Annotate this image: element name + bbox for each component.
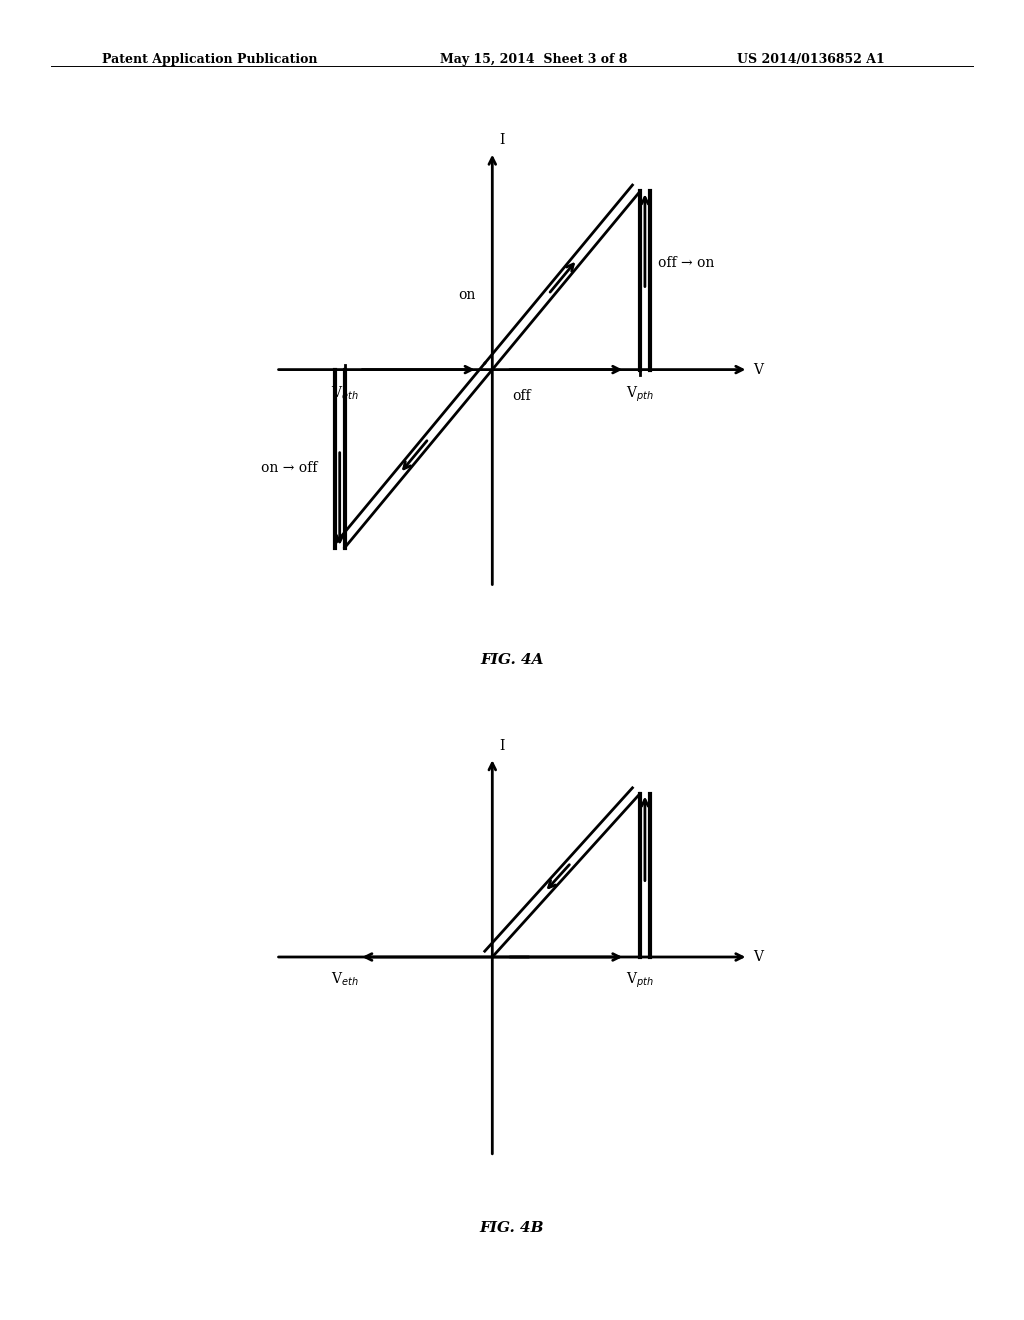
Text: I: I [500,133,505,147]
Text: V: V [754,950,763,964]
Text: FIG. 4A: FIG. 4A [480,653,544,668]
Text: V$_{eth}$: V$_{eth}$ [331,970,358,987]
Text: V$_{eth}$: V$_{eth}$ [331,384,358,401]
Text: on → off: on → off [261,461,317,475]
Text: off → on: off → on [657,256,714,269]
Text: off: off [512,389,530,404]
Text: on: on [458,288,475,302]
Text: V: V [754,363,763,376]
Text: V$_{pth}$: V$_{pth}$ [626,970,654,990]
Text: FIG. 4B: FIG. 4B [480,1221,544,1236]
Text: V$_{pth}$: V$_{pth}$ [626,384,654,404]
Text: I: I [500,739,505,752]
Text: May 15, 2014  Sheet 3 of 8: May 15, 2014 Sheet 3 of 8 [440,53,628,66]
Text: Patent Application Publication: Patent Application Publication [102,53,317,66]
Text: US 2014/0136852 A1: US 2014/0136852 A1 [737,53,885,66]
